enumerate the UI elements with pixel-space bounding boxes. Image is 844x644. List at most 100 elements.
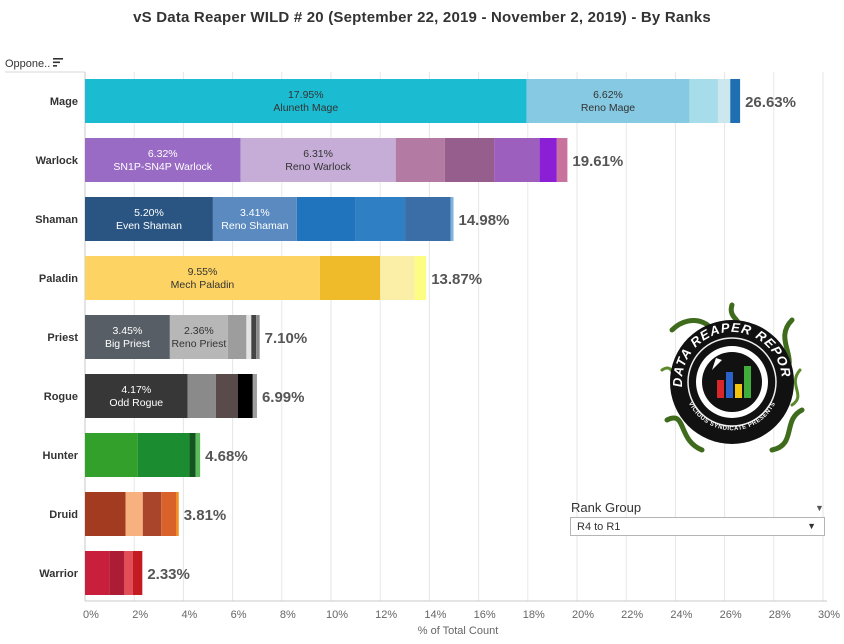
row-label: Warrior: [39, 568, 78, 580]
bar-segment: [405, 197, 451, 241]
row-label: Druid: [49, 509, 78, 521]
bar-segment: [730, 79, 741, 123]
bar-segment: [176, 492, 179, 536]
sort-icon[interactable]: [52, 56, 64, 68]
x-tick-label: 28%: [769, 609, 791, 621]
bar-segment: [85, 374, 188, 418]
row-label: Mage: [50, 96, 78, 108]
x-tick-label: 30%: [818, 609, 840, 621]
bar-segment: [124, 551, 133, 595]
segment-name-label: SN1P-SN4P Warlock: [113, 161, 212, 173]
x-tick-label: 4%: [181, 609, 197, 621]
x-tick-label: 26%: [720, 609, 742, 621]
bar-segment: [319, 256, 381, 300]
segment-pct-label: 17.95%: [288, 89, 324, 101]
data-reaper-logo: DATA REAPER REPORT VICIOUS SYNDICATE PRE…: [652, 300, 805, 453]
row-total-label: 14.98%: [459, 212, 510, 229]
bar-segment: [539, 138, 557, 182]
bar-segment: [215, 374, 239, 418]
bar-segment: [526, 79, 690, 123]
bar-segment: [85, 492, 126, 536]
bar-segment: [717, 79, 731, 123]
row-total-label: 7.10%: [265, 330, 308, 347]
bar-segment: [689, 79, 718, 123]
segment-pct-label: 6.62%: [593, 89, 623, 101]
bar-segment: [296, 197, 356, 241]
x-axis-title: % of Total Count: [418, 625, 499, 637]
segment-name-label: Aluneth Mage: [273, 102, 338, 114]
segment-pct-label: 6.31%: [303, 148, 333, 160]
bar-segment: [240, 138, 396, 182]
row-label: Warlock: [36, 155, 79, 167]
bar-segment: [395, 138, 445, 182]
bar-segment: [161, 492, 177, 536]
x-tick-label: 20%: [572, 609, 594, 621]
bar-segment: [195, 433, 201, 477]
row-total-label: 4.68%: [205, 448, 248, 465]
bar-segment: [85, 256, 320, 300]
bar-segment: [212, 197, 297, 241]
segment-name-label: Reno Mage: [581, 102, 635, 114]
rank-group-selected: R4 to R1: [577, 521, 621, 533]
bar-segment: [556, 138, 568, 182]
bar-segment: [132, 551, 143, 595]
row-label: Rogue: [44, 391, 78, 403]
bar-segment: [256, 315, 260, 359]
segment-pct-label: 4.17%: [121, 384, 151, 396]
chevron-down-icon: ▼: [807, 521, 816, 531]
bar-segment: [85, 79, 527, 123]
row-total-label: 2.33%: [147, 566, 190, 583]
row-total-label: 3.81%: [184, 507, 227, 524]
bar-segment: [238, 374, 253, 418]
bar-segment: [137, 433, 190, 477]
segment-pct-label: 3.41%: [240, 207, 270, 219]
bar-segment: [227, 315, 247, 359]
bar-segment: [85, 197, 213, 241]
x-tick-label: 18%: [523, 609, 545, 621]
segment-name-label: Even Shaman: [116, 220, 182, 232]
x-tick-label: 24%: [670, 609, 692, 621]
x-tick-label: 2%: [132, 609, 148, 621]
bar-segment: [494, 138, 540, 182]
segment-name-label: Odd Rogue: [109, 397, 163, 409]
row-total-label: 19.61%: [572, 153, 623, 170]
x-tick-label: 10%: [326, 609, 348, 621]
segment-pct-label: 5.20%: [134, 207, 164, 219]
legend-title: Rank Group: [571, 500, 642, 515]
bar-segment: [444, 138, 495, 182]
x-tick-label: 8%: [280, 609, 296, 621]
bar-segment: [142, 492, 162, 536]
bar-segment: [109, 551, 125, 595]
bar-segment: [85, 433, 138, 477]
bar-segment: [355, 197, 406, 241]
bar-segment: [85, 138, 241, 182]
bar-segment: [189, 433, 196, 477]
bar-segment: [252, 374, 257, 418]
row-total-label: 6.99%: [262, 389, 305, 406]
row-total-label: 26.63%: [745, 94, 796, 111]
bar-segment: [414, 256, 427, 300]
row-total-label: 13.87%: [431, 271, 482, 288]
row-label: Shaman: [35, 214, 78, 226]
bar-segment: [125, 492, 143, 536]
bar-segment: [85, 551, 110, 595]
segment-name-label: Mech Paladin: [171, 279, 235, 291]
segment-pct-label: 3.45%: [113, 325, 143, 337]
x-tick-label: 16%: [474, 609, 496, 621]
x-tick-label: 14%: [424, 609, 446, 621]
row-label: Hunter: [43, 450, 79, 462]
x-tick-label: 12%: [375, 609, 397, 621]
rank-group-dropdown[interactable]: R4 to R1 ▼: [570, 517, 825, 536]
legend-menu-icon[interactable]: ▼: [815, 503, 824, 513]
segment-pct-label: 2.36%: [184, 325, 214, 337]
bar-segment: [169, 315, 228, 359]
chart-title: vS Data Reaper WILD # 20 (September 22, …: [133, 9, 711, 26]
segment-pct-label: 9.55%: [188, 266, 218, 278]
bar-segment: [246, 315, 252, 359]
segment-name-label: Reno Warlock: [285, 161, 351, 173]
bar-segment: [187, 374, 216, 418]
segment-pct-label: 6.32%: [148, 148, 178, 160]
bar-segment: [450, 197, 454, 241]
column-header-opponent[interactable]: Oppone..: [5, 58, 51, 70]
